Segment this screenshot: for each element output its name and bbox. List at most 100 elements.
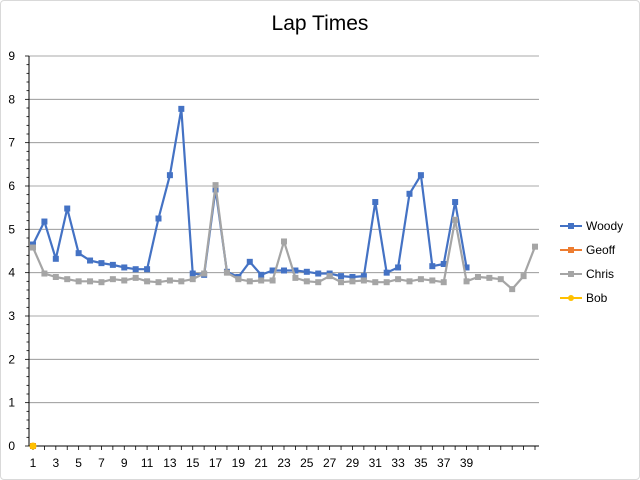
x-tick-label: 3 (52, 456, 59, 470)
point-woody (98, 260, 105, 267)
series-line-woody (32, 107, 468, 279)
legend-item-geoff: Geoff (560, 238, 623, 262)
point-woody (258, 271, 265, 278)
x-tick-label: 33 (391, 456, 405, 470)
point-chris (452, 216, 459, 223)
point-chris (52, 274, 59, 280)
point-woody (360, 273, 367, 280)
point-chris (41, 270, 48, 277)
point-chris (269, 277, 276, 284)
point-chris (109, 276, 116, 283)
x-tick-label: 1 (30, 456, 37, 470)
point-chris (417, 276, 424, 283)
x-tick-label: 23 (277, 456, 291, 470)
legend-label-woody: Woody (586, 219, 624, 233)
point-chris (189, 276, 196, 283)
x-tick-label: 7 (98, 456, 105, 470)
point-chris (474, 274, 481, 280)
point-chris (178, 278, 185, 285)
y-tick-label: 8 (8, 92, 15, 106)
legend-label-bob: Bob (586, 291, 608, 305)
point-chris (166, 277, 173, 284)
point-chris (281, 238, 287, 245)
point-chris (121, 277, 128, 284)
y-tick-label: 7 (8, 136, 15, 150)
x-tick-label: 13 (163, 456, 177, 470)
point-chris (246, 278, 253, 285)
legend-item-chris: Chris (560, 262, 623, 286)
point-chris (132, 274, 139, 281)
point-chris (303, 278, 310, 285)
legend-item-woody: Woody (560, 214, 623, 238)
point-chris (235, 276, 242, 283)
point-chris (30, 244, 36, 251)
point-woody (109, 261, 116, 268)
legend: Woody Geoff Chris Bob (560, 214, 623, 310)
series-line-chris (31, 184, 537, 291)
x-tick-label: 21 (255, 456, 269, 470)
point-chris (326, 273, 333, 280)
point-chris (429, 277, 436, 284)
x-tick-label: 25 (300, 456, 314, 470)
y-tick-label: 0 (8, 439, 15, 453)
x-tick-label: 29 (346, 456, 360, 470)
point-chris (98, 279, 105, 286)
point-woody (452, 199, 459, 206)
x-tick-label: 27 (323, 456, 337, 470)
y-tick-label: 9 (8, 49, 15, 63)
point-woody (87, 257, 94, 264)
chart-title: Lap Times (271, 12, 369, 35)
point-chris (372, 279, 379, 286)
point-chris (212, 182, 219, 189)
point-chris (406, 278, 413, 285)
x-tick-label: 19 (232, 456, 246, 470)
point-chris (315, 279, 322, 286)
point-chris (440, 279, 447, 286)
point-woody (395, 264, 402, 271)
point-woody (64, 205, 71, 212)
point-chris (292, 274, 299, 281)
x-tick-label: 39 (460, 456, 474, 470)
legend-label-geoff: Geoff (586, 243, 616, 257)
y-tick-label: 3 (8, 309, 15, 323)
point-chris (497, 276, 504, 283)
point-woody (281, 267, 287, 274)
point-woody (417, 172, 424, 179)
point-woody (292, 267, 299, 274)
point-chris (360, 277, 367, 284)
point-woody (406, 190, 413, 197)
point-chris (258, 277, 265, 284)
point-bob (29, 442, 37, 450)
point-woody (303, 268, 310, 275)
y-tick-label: 6 (8, 179, 15, 193)
point-chris (509, 286, 516, 293)
point-woody (383, 269, 390, 276)
point-woody (121, 264, 128, 271)
y-tick-label: 2 (8, 352, 15, 366)
y-tick-label: 5 (8, 222, 15, 236)
point-woody (372, 199, 379, 206)
legend-swatch-woody (560, 220, 582, 232)
legend-swatch-chris (560, 268, 582, 280)
x-tick-label: 37 (437, 456, 451, 470)
point-chris (223, 269, 230, 276)
point-woody (30, 241, 36, 248)
x-tick-label: 5 (75, 456, 82, 470)
point-chris (201, 270, 208, 277)
y-tick-label: 4 (8, 266, 15, 280)
x-tick-label: 9 (121, 456, 128, 470)
point-chris (463, 278, 470, 285)
point-woody (75, 250, 82, 257)
point-woody (189, 270, 196, 277)
point-woody (463, 264, 470, 271)
point-woody (429, 263, 436, 270)
point-woody (52, 255, 59, 262)
y-tick-label: 1 (8, 396, 15, 410)
point-woody (315, 270, 322, 277)
x-tick-label: 35 (414, 456, 428, 470)
x-tick-label: 31 (369, 456, 383, 470)
point-chris (486, 274, 493, 281)
legend-swatch-bob (560, 292, 582, 304)
